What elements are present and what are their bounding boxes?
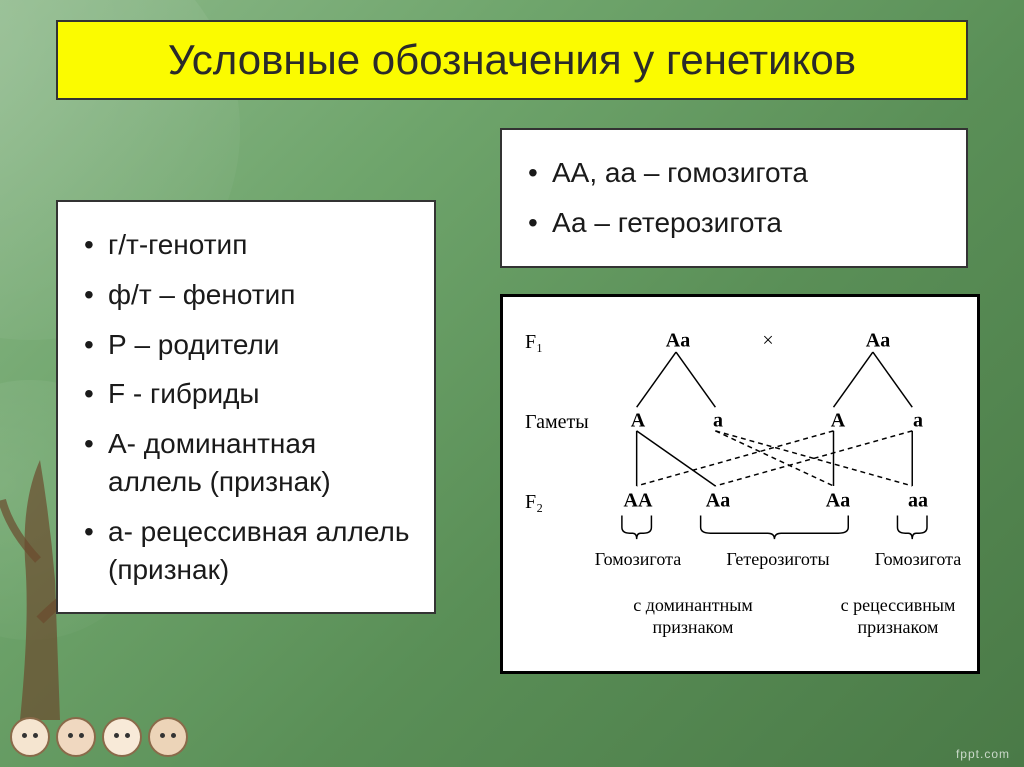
gamete-node: A bbox=[631, 410, 645, 433]
list-item: ф/т – фенотип bbox=[80, 270, 412, 320]
zygote-list: АА, аа – гомозигота Аа – гетерозигота bbox=[524, 148, 944, 248]
list-item: Р – родители bbox=[80, 320, 412, 370]
bracket-label: Гомозигота bbox=[875, 549, 961, 571]
list-item: А- доминантная аллель (признак) bbox=[80, 419, 412, 507]
cross-symbol: × bbox=[762, 330, 773, 353]
f1-node: Aa bbox=[866, 330, 890, 353]
lower-label-recessive: с рецессивнымпризнаком bbox=[841, 595, 956, 638]
row-label-gametes: Гаметы bbox=[525, 411, 589, 434]
f2-node: Aa bbox=[826, 490, 850, 513]
list-item: г/т-генотип bbox=[80, 220, 412, 270]
slide-title: Условные обозначения у генетиков bbox=[56, 20, 968, 100]
notation-box-left: г/т-генотип ф/т – фенотип Р – родители F… bbox=[56, 200, 436, 614]
f2-node: Aa bbox=[706, 490, 730, 513]
notation-list-left: г/т-генотип ф/т – фенотип Р – родители F… bbox=[80, 220, 412, 594]
list-item: АА, аа – гомозигота bbox=[524, 148, 944, 198]
f1-node: Aa bbox=[666, 330, 690, 353]
list-item: Аа – гетерозигота bbox=[524, 198, 944, 248]
cartoon-faces-decoration bbox=[10, 717, 188, 757]
zygote-box: АА, аа – гомозигота Аа – гетерозигота bbox=[500, 128, 968, 268]
slide-title-text: Условные обозначения у генетиков bbox=[168, 36, 856, 83]
f2-node: aa bbox=[908, 490, 928, 513]
row-label-f1: F₁ bbox=[525, 331, 543, 354]
bracket-label: Гетерозиготы bbox=[726, 549, 829, 571]
gamete-node: A bbox=[831, 410, 845, 433]
footer-credit: fppt.com bbox=[956, 747, 1010, 761]
row-label-f2: F₂ bbox=[525, 491, 543, 514]
lower-label-dominant: с доминантнымпризнаком bbox=[633, 595, 753, 638]
list-item: а- рецессивная аллель (признак) bbox=[80, 507, 412, 595]
bracket-label: Гомозигота bbox=[595, 549, 681, 571]
list-item: F - гибриды bbox=[80, 369, 412, 419]
gamete-node: a bbox=[713, 410, 723, 433]
gamete-node: a bbox=[913, 410, 923, 433]
punnett-diagram: F₁ Гаметы F₂ Aa × Aa A a A a AA Aa Aa aa… bbox=[500, 294, 980, 674]
f2-node: AA bbox=[624, 490, 653, 513]
